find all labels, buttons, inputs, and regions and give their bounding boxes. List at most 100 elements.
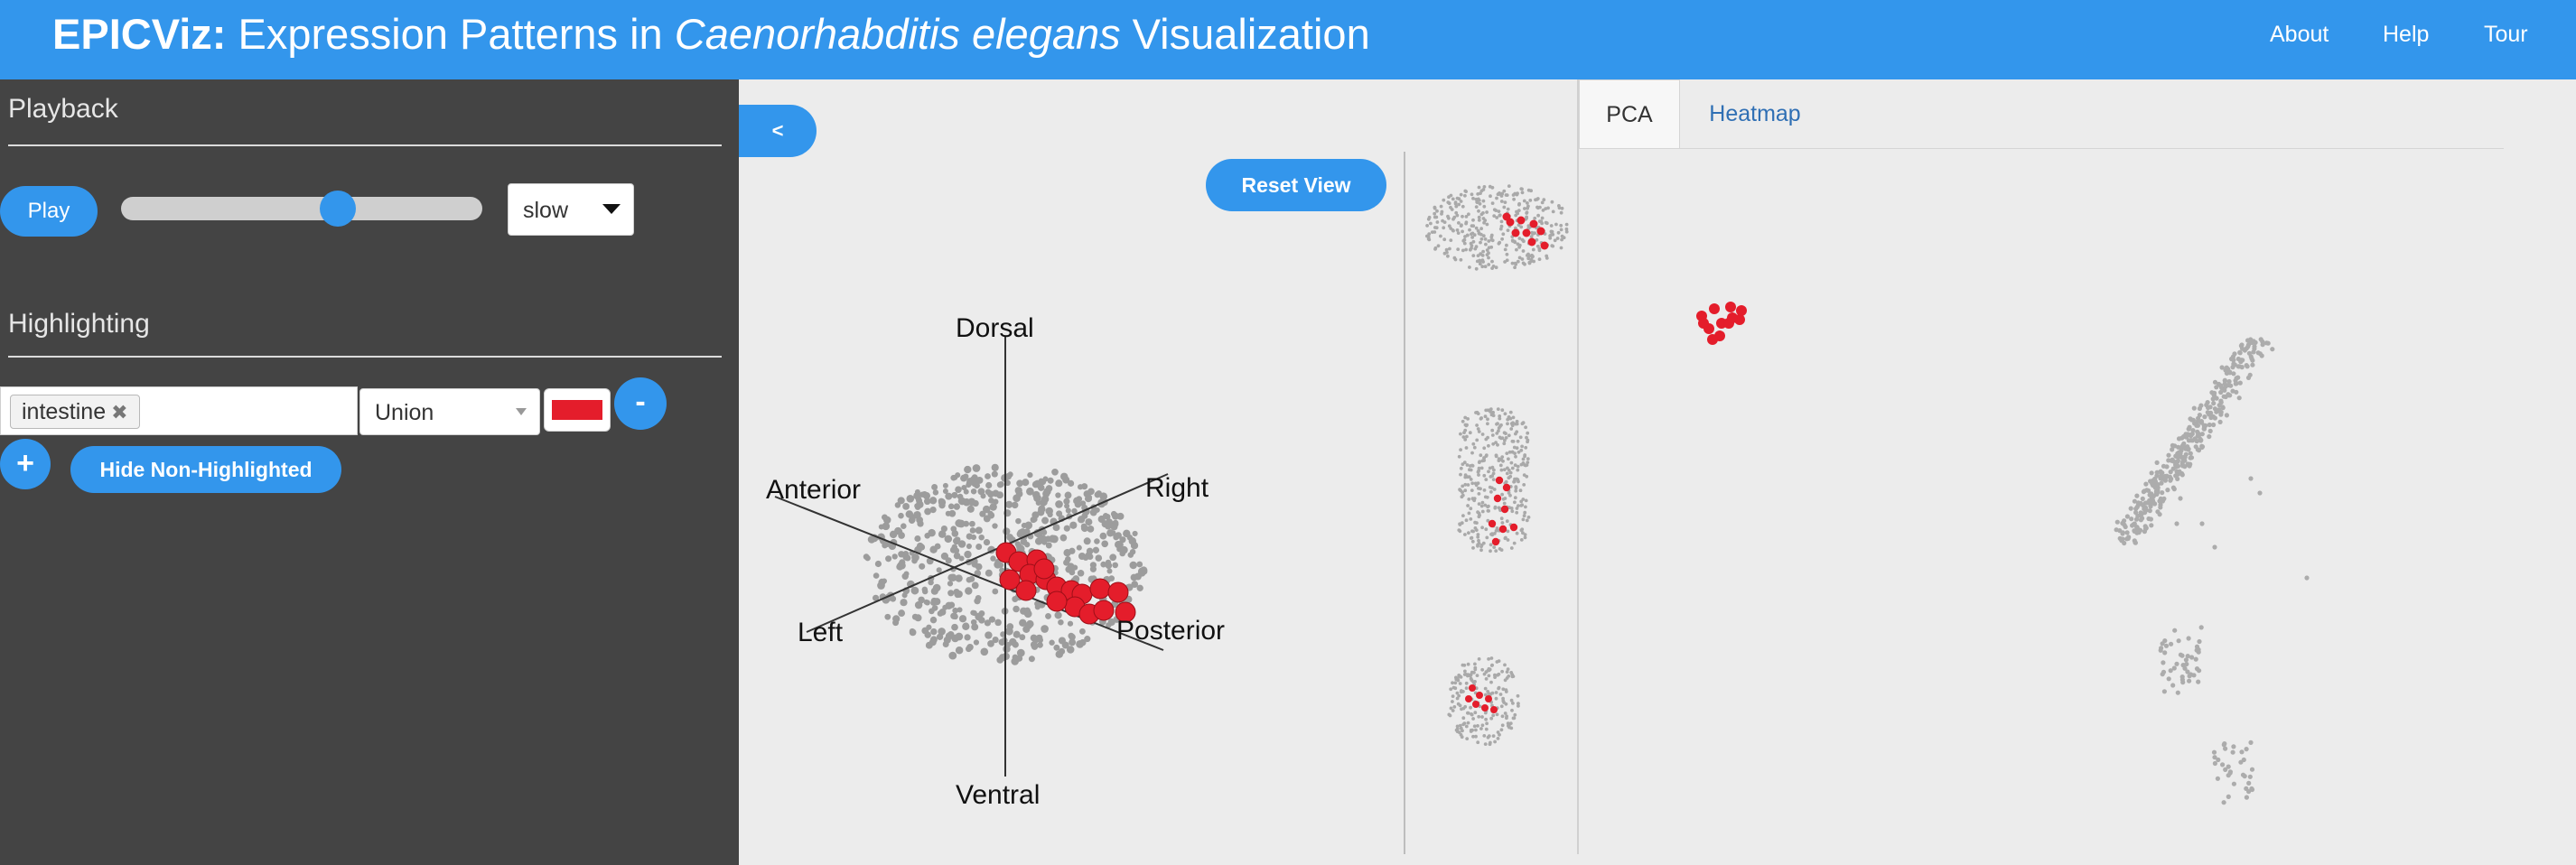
cell-point — [1492, 468, 1496, 472]
cell-point — [1455, 691, 1460, 695]
hide-non-highlighted-button[interactable]: Hide Non-Highlighted — [70, 446, 341, 493]
cell-point — [1478, 262, 1482, 266]
cell-point — [1005, 500, 1013, 508]
pca-point — [2150, 498, 2155, 503]
cell-point — [1462, 241, 1467, 246]
reset-view-button[interactable]: Reset View — [1206, 159, 1386, 211]
cell-point — [1047, 511, 1053, 518]
cell-point — [1459, 690, 1463, 694]
tab-heatmap[interactable]: Heatmap — [1709, 101, 1801, 126]
cell-point — [1526, 254, 1529, 257]
nav-about[interactable]: About — [2270, 22, 2329, 47]
pca-point — [2237, 349, 2243, 355]
cell-point — [994, 619, 1002, 627]
cell-point — [1469, 517, 1473, 521]
cell-point — [1537, 248, 1542, 253]
pca-point — [2231, 744, 2236, 749]
pca-point — [2161, 463, 2167, 469]
cell-point — [1498, 732, 1501, 737]
cell-point — [1465, 737, 1470, 740]
nav-tour[interactable]: Tour — [2484, 22, 2528, 47]
cell-point — [1511, 702, 1515, 705]
cell-point — [1519, 448, 1524, 452]
pca-point — [2249, 786, 2254, 792]
cell-point — [1487, 246, 1491, 250]
highlight-color-picker[interactable] — [544, 388, 611, 432]
cell-point — [1435, 220, 1440, 224]
pca-point — [2244, 747, 2249, 752]
pca-point — [2158, 647, 2163, 653]
cell-point — [1537, 257, 1542, 261]
cell-point — [1059, 472, 1069, 481]
cell-point — [1087, 488, 1095, 496]
pca-plot[interactable] — [1581, 150, 2506, 854]
cell-point — [1468, 228, 1471, 232]
cell-point — [1469, 705, 1472, 710]
remove-highlight-button[interactable]: - — [614, 377, 667, 430]
pca-point — [2304, 575, 2310, 581]
cell-point — [1471, 717, 1475, 721]
cell-point — [1013, 630, 1021, 638]
pca-point — [2180, 463, 2186, 469]
label-anterior: Anterior — [766, 475, 861, 505]
cell-point — [902, 502, 910, 510]
projection-side — [1457, 407, 1531, 553]
cell-point — [975, 612, 984, 621]
cell-point — [1483, 414, 1488, 419]
highlighted-cell — [1527, 237, 1536, 246]
cell-point — [1099, 492, 1108, 501]
projection-views[interactable] — [1409, 163, 1577, 777]
speed-select[interactable]: slow — [508, 183, 634, 236]
cell-point — [1545, 256, 1549, 260]
pca-point — [2183, 657, 2189, 663]
pca-point — [2194, 644, 2200, 649]
cell-point — [1058, 647, 1066, 656]
cell-point — [1524, 498, 1528, 503]
pca-point — [2185, 654, 2190, 659]
mode-select[interactable]: Union — [359, 388, 540, 435]
time-slider[interactable] — [121, 191, 482, 227]
pca-point — [2228, 383, 2234, 388]
cell-point — [1491, 442, 1496, 446]
collapse-panel-button[interactable]: < — [739, 105, 817, 157]
nav-help[interactable]: Help — [2383, 22, 2430, 47]
cell-point — [1510, 673, 1515, 676]
pca-point — [2179, 677, 2185, 683]
cell-point — [1480, 715, 1484, 719]
slider-handle[interactable] — [320, 191, 356, 227]
add-highlight-button[interactable]: + — [0, 439, 51, 489]
cell-point — [1045, 542, 1052, 549]
cell-point — [1502, 205, 1507, 209]
cell-point — [1458, 723, 1462, 728]
embryo-3d-view[interactable]: Dorsal Ventral Anterior Posterior Left R… — [739, 271, 1407, 849]
tissue-tag-input[interactable]: intestine ✖ — [0, 386, 358, 435]
pca-point — [2160, 641, 2165, 646]
cell-point — [1024, 521, 1033, 530]
cell-point — [1515, 507, 1519, 510]
tab-pca[interactable]: PCA — [1579, 79, 1680, 149]
play-button[interactable]: Play — [0, 186, 98, 237]
cell-point — [1455, 213, 1460, 218]
cell-point — [1529, 235, 1534, 238]
pca-point — [2235, 364, 2241, 369]
cell-point — [929, 545, 938, 553]
cell-point — [955, 646, 964, 655]
pca-point — [2153, 491, 2159, 497]
cell-point — [1453, 201, 1458, 206]
cell-point — [1053, 644, 1060, 651]
cell-point — [1100, 561, 1107, 568]
cell-point — [1456, 247, 1461, 251]
pca-point — [2122, 518, 2127, 524]
cell-point — [1101, 540, 1109, 548]
pca-point — [2212, 544, 2217, 550]
cell-point — [998, 638, 1005, 646]
cell-point — [1517, 223, 1521, 228]
cell-point — [1486, 508, 1490, 513]
highlighted-cell — [1495, 476, 1504, 485]
cell-point — [1505, 451, 1509, 455]
cell-point — [1505, 670, 1509, 674]
pca-point — [2210, 396, 2216, 402]
cell-point — [1479, 227, 1483, 231]
tag-remove-icon[interactable]: ✖ — [111, 401, 128, 423]
cell-point — [1526, 460, 1530, 464]
